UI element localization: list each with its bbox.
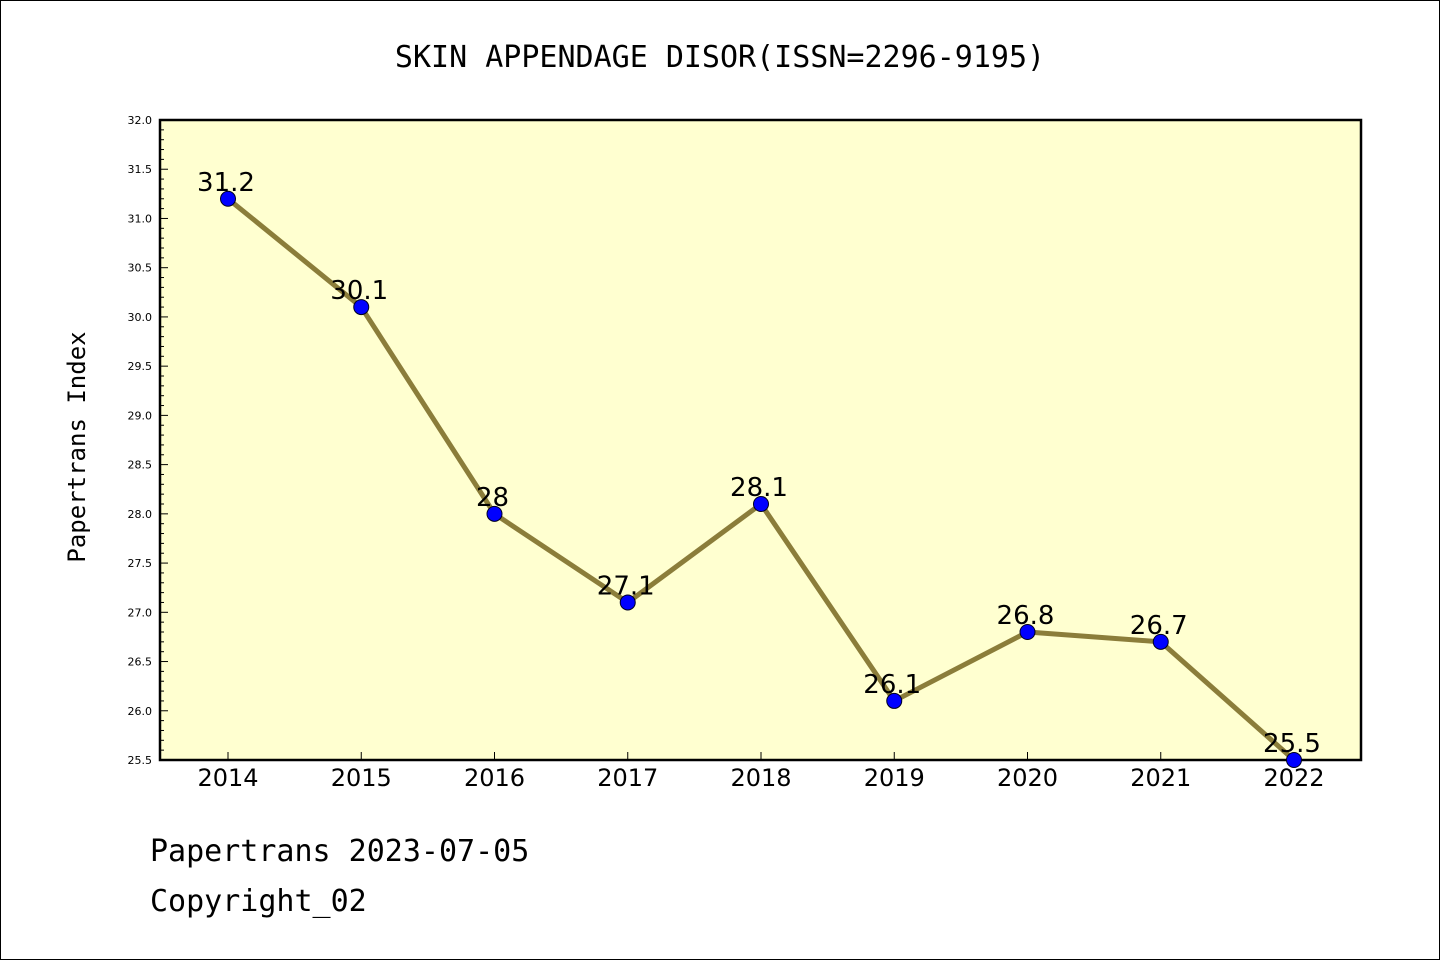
x-tick-label: 2018 (730, 764, 791, 792)
chart-title: SKIN APPENDAGE DISOR(ISSN=2296-9195) (395, 40, 1045, 75)
axis-ticks: 25.5 26.0 26.5 27.0 27.5 28.0 28.5 29.0 29.5 30.0… (128, 114, 1325, 792)
x-tick-label: 2022 (1263, 764, 1324, 792)
y-tick-label: 29.0 (128, 409, 153, 422)
y-tick-label: 25.5 (128, 754, 153, 767)
x-tick-label: 2017 (597, 764, 658, 792)
y-tick-label: 28.5 (128, 459, 153, 472)
x-tick-label: 2021 (1130, 764, 1191, 792)
series-layer: 31.2 30.1 28 27.1 28.1 26.1 26.8 26.7 25.5 (197, 168, 1321, 768)
data-label: 27.1 (597, 571, 655, 601)
data-label: 26.7 (1130, 611, 1188, 641)
data-point (619, 594, 636, 611)
data-point (1019, 624, 1036, 640)
data-point (1152, 633, 1169, 650)
y-tick-label: 31.0 (128, 212, 153, 225)
x-tick-label: 2019 (864, 764, 925, 792)
data-label: 28 (476, 483, 509, 513)
data-label: 28.1 (730, 473, 788, 503)
y-tick-label: 28.0 (128, 508, 153, 521)
y-tick-label: 27.0 (128, 606, 153, 619)
data-label: 30.1 (330, 276, 388, 306)
footer-date: Papertrans 2023-07-05 (150, 834, 530, 869)
data-label: 31.2 (197, 168, 255, 198)
data-point (486, 505, 503, 522)
x-tick-label: 2016 (464, 764, 525, 792)
data-point (220, 190, 236, 207)
y-tick-label: 26.0 (128, 705, 153, 718)
y-axis-label: Papertrans Index (63, 331, 91, 562)
data-point (1286, 752, 1302, 768)
y-tick-label: 26.5 (128, 656, 153, 669)
x-tick-label: 2015 (331, 764, 392, 792)
data-point (353, 299, 370, 316)
data-point (886, 692, 903, 709)
x-tick-label: 2014 (197, 764, 258, 792)
y-tick-label: 29.5 (128, 360, 153, 373)
plot-area (158, 118, 1363, 762)
y-tick-label: 30.5 (128, 262, 153, 275)
y-tick-label: 27.5 (128, 557, 153, 570)
data-point (753, 496, 769, 512)
data-label: 26.8 (997, 601, 1055, 631)
x-tick-label: 2020 (997, 764, 1058, 792)
data-label: 26.1 (863, 670, 921, 700)
y-tick-label: 32.0 (128, 114, 153, 127)
data-label: 25.5 (1263, 729, 1321, 759)
y-tick-label: 30.0 (128, 311, 153, 324)
y-tick-label: 31.5 (128, 163, 153, 176)
footer-copyright: Copyright_02 (150, 884, 367, 919)
